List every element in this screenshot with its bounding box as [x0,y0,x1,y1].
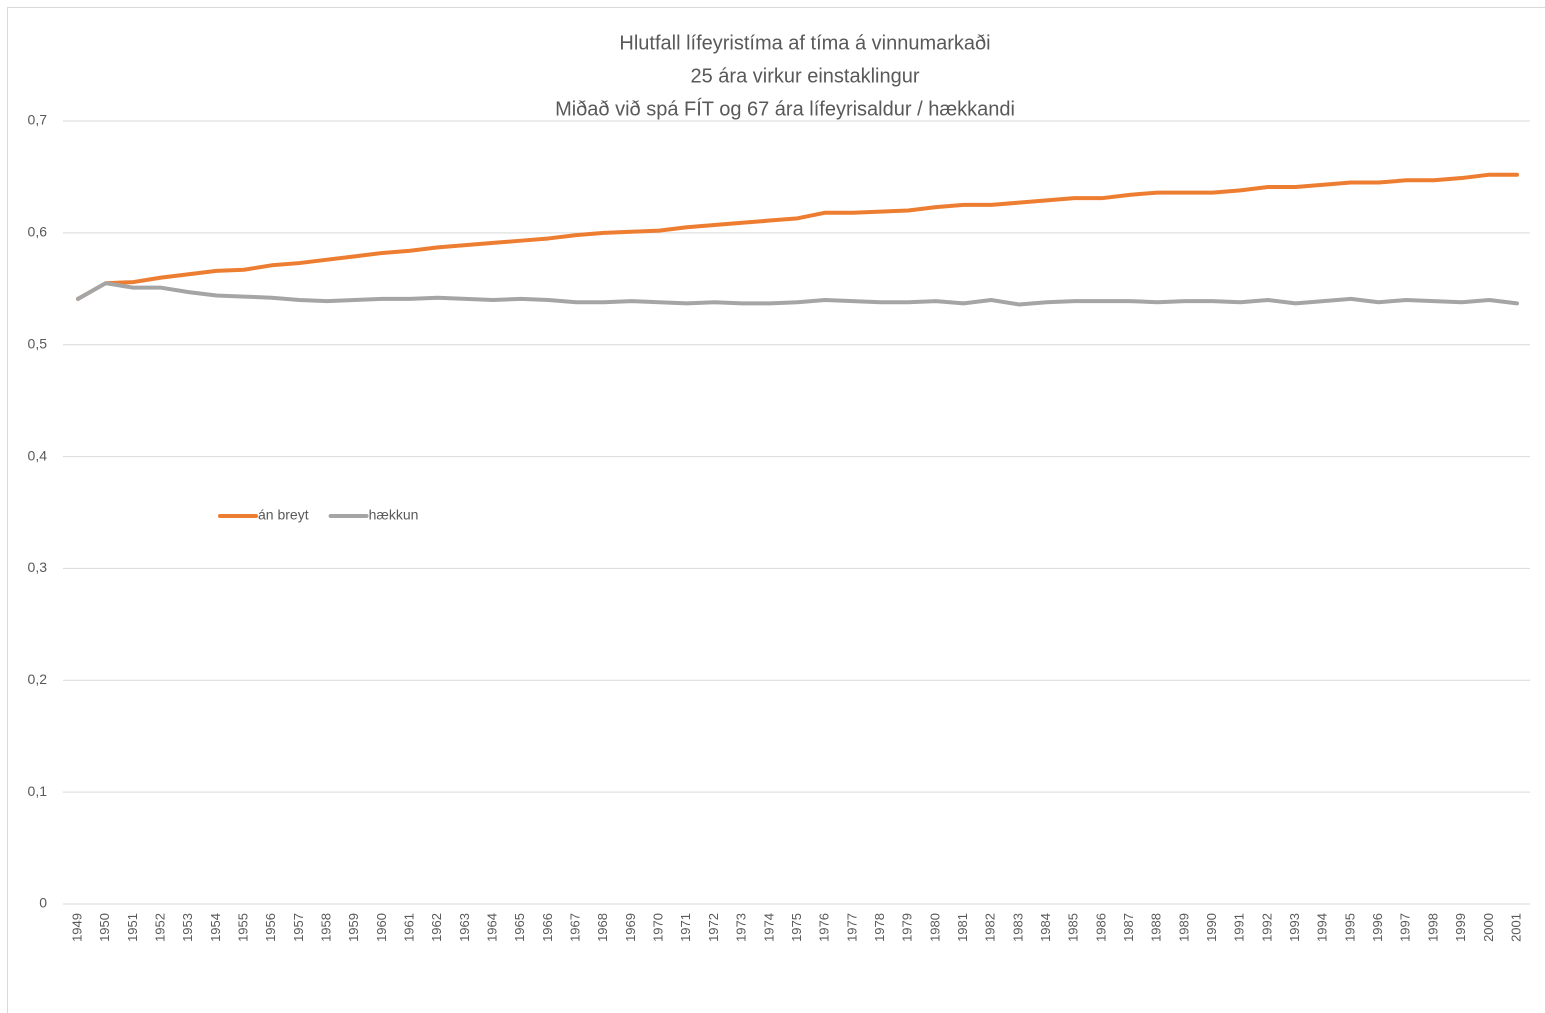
x-tick-label: 1990 [1204,913,1219,942]
x-tick-label: 1971 [678,913,693,942]
x-tick-label: 2000 [1481,913,1496,942]
chart-frame [7,7,1545,1013]
x-tick-label: 1983 [1010,913,1025,942]
y-tick-label: 0,3 [28,559,48,575]
x-tick-label: 1962 [429,913,444,942]
line [76,172,1519,301]
x-tick-label: 1994 [1315,913,1330,942]
y-tick-label: 0,4 [28,447,48,463]
x-tick-label: 1981 [955,913,970,942]
x-tick-label: 1993 [1287,913,1302,942]
x-tick-label: 1986 [1093,913,1108,942]
legend-label: hækkun [369,507,419,523]
x-tick-label: 1966 [540,913,555,942]
x-tick-label: 1959 [346,913,361,942]
x-tick-label: 1989 [1176,913,1191,942]
x-tick-label: 1982 [983,913,998,942]
x-tick-label: 1958 [318,913,333,942]
x-tick-label: 1973 [734,913,749,942]
x-tick-label: 1969 [623,913,638,942]
chart-title: 25 ára virkur einstaklingur [691,65,920,87]
x-tick-label: 1957 [291,913,306,942]
x-tick-label: 1968 [595,913,610,942]
y-tick-label: 0,6 [28,224,48,240]
x-tick-label: 1965 [512,913,527,942]
x-tick-label: 1970 [651,913,666,942]
x-tick-label: 1984 [1038,913,1053,942]
x-tick-label: 1955 [235,913,250,942]
x-tick-label: 1996 [1370,913,1385,942]
y-tick-label: 0,2 [28,671,48,687]
x-tick-label: 1998 [1425,913,1440,942]
chart-title: Miðað við spá FÍT og 67 ára lífeyrisaldu… [555,97,1015,120]
x-tick-label: 1976 [817,913,832,942]
x-tick-label: 1974 [761,913,776,942]
x-tick-label: 1950 [97,913,112,942]
x-tick-label: 1963 [457,913,472,942]
x-tick-label: 1964 [485,913,500,942]
x-tick-label: 1952 [152,913,167,942]
x-tick-label: 1985 [1066,913,1081,942]
x-tick-label: 1975 [789,913,804,942]
y-tick-label: 0 [39,895,47,911]
chart-title: Hlutfall lífeyristíma af tíma á vinnumar… [619,32,990,54]
x-tick-label: 1967 [568,913,583,942]
y-tick-label: 0,5 [28,335,48,351]
x-tick-label: 1949 [69,913,84,942]
x-tick-label: 1992 [1259,913,1274,942]
x-tick-label: 1979 [900,913,915,942]
x-tick-label: 1988 [1149,913,1164,942]
x-tick-label: 1954 [208,913,223,942]
x-tick-label: 1961 [402,913,417,942]
x-tick-label: 1991 [1232,913,1247,942]
y-tick-label: 0,7 [28,112,48,128]
x-tick-label: 1951 [125,913,140,942]
x-tick-label: 2001 [1508,913,1523,942]
x-tick-label: 1995 [1342,913,1357,942]
y-tick-label: 0,1 [28,783,48,799]
x-tick-label: 1999 [1453,913,1468,942]
x-tick-label: 1978 [872,913,887,942]
line [76,281,1519,307]
legend-label: án breyt [258,507,309,523]
x-tick-label: 1997 [1398,913,1413,942]
x-tick-label: 1960 [374,913,389,942]
x-tick-label: 1987 [1121,913,1136,942]
x-tick-label: 1953 [180,913,195,942]
x-tick-label: 1972 [706,913,721,942]
x-tick-label: 1980 [927,913,942,942]
x-tick-label: 1977 [844,913,859,942]
x-tick-label: 1956 [263,913,278,942]
